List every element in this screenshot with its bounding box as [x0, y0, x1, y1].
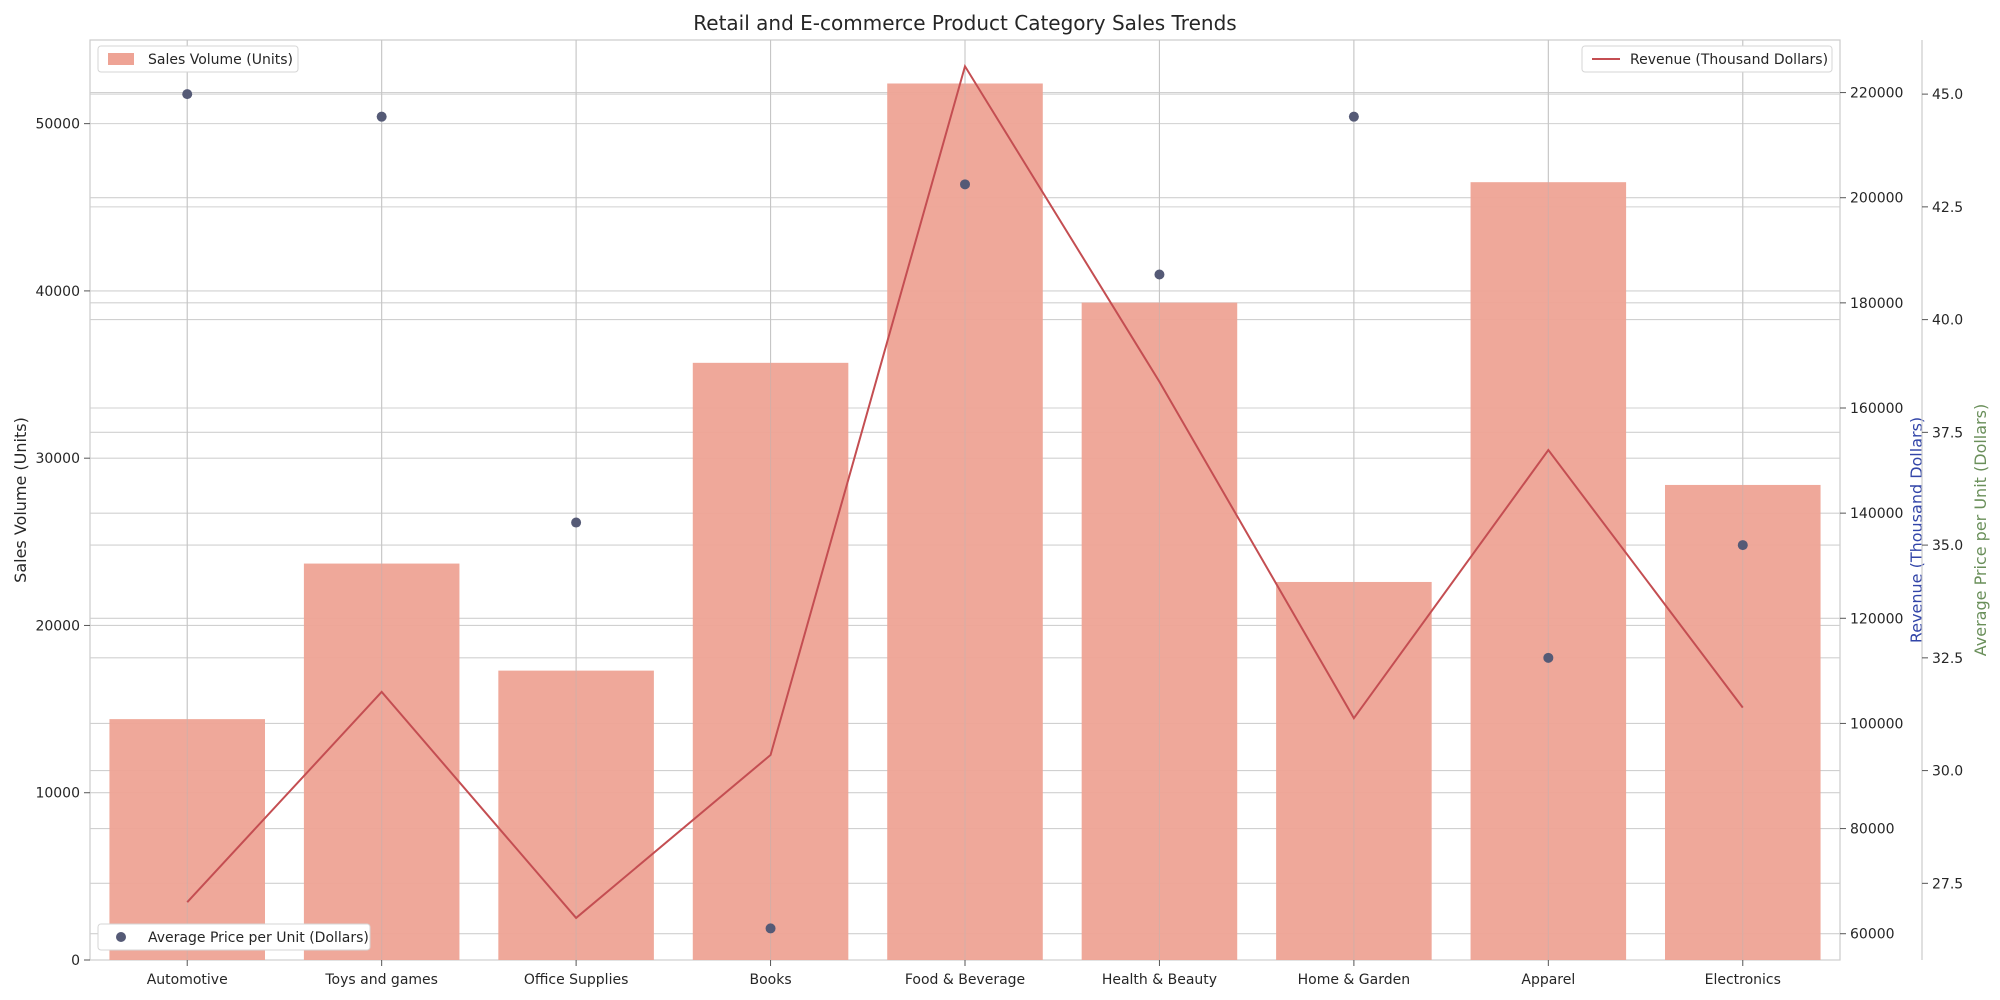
left-axis-tick-label: 10000: [35, 786, 80, 802]
price-axis-tick-label: 42.5: [1932, 200, 1963, 216]
right-axis-tick-label: 200000: [1850, 191, 1903, 207]
left-axis-label: Sales Volume (Units): [11, 417, 30, 583]
x-axis-tick-label: Office Supplies: [524, 972, 629, 988]
x-axis-tick-label: Books: [749, 972, 791, 988]
price-point: [765, 923, 776, 934]
legend-swatch-bars: [108, 53, 134, 65]
price-axis-tick-label: 30.0: [1932, 764, 1963, 780]
right-axis-tick-label: 180000: [1850, 296, 1903, 312]
x-axis-tick-label: Electronics: [1705, 972, 1781, 988]
legend-box-scatter: [97, 923, 371, 951]
legend-label-scatter: Average Price per Unit (Dollars): [148, 930, 369, 946]
price-point: [960, 179, 970, 190]
left-axis-tick-label: 50000: [35, 117, 80, 133]
legend-box-bars: [97, 45, 299, 73]
legend-box-line: [1581, 45, 1833, 73]
bar-layer: [109, 40, 1821, 961]
right-axis-tick-label: 160000: [1850, 401, 1903, 417]
x-axis-tick-label: Apparel: [1521, 972, 1575, 988]
price-point: [1154, 269, 1165, 280]
price-point: [376, 111, 387, 122]
price-axis-tick-label: 35.0: [1932, 538, 1963, 554]
left-axis-tick-label: 30000: [35, 451, 80, 467]
right-axis-tick-label: 220000: [1850, 86, 1903, 102]
left-axis-tick-label: 40000: [35, 284, 80, 300]
bar: [1665, 484, 1821, 960]
right-axis-tick-label: 120000: [1850, 611, 1903, 627]
x-axis-tick-label: Automotive: [147, 972, 228, 988]
price-axis-tick-label: 37.5: [1932, 425, 1963, 441]
price-point: [1737, 540, 1748, 551]
right-axis-tick-label: 100000: [1850, 716, 1903, 732]
bar: [303, 563, 460, 960]
bar: [887, 83, 1043, 960]
bar: [692, 362, 849, 960]
right-axis-tick-label: 140000: [1850, 506, 1903, 522]
axis-layer: 0 10000 20000 30000 40000 50000 Sales Volume (…: [11, 40, 1990, 988]
price-axis-tick-label: 32.5: [1932, 651, 1963, 667]
x-axis-tick-label: Toys and games: [324, 972, 438, 988]
bar: [498, 670, 654, 960]
right-axis-label: Revenue (Thousand Dollars): [1907, 417, 1926, 643]
price-point: [1348, 111, 1359, 122]
price-point: [182, 89, 193, 100]
price-axis-tick-label: 27.5: [1932, 876, 1963, 892]
bar: [109, 719, 265, 960]
right-axis-tick-label: 80000: [1850, 822, 1895, 838]
price-point: [1543, 652, 1554, 663]
bar: [1276, 581, 1432, 960]
revenue-line: [186, 63, 1744, 920]
price-axis-tick-label: 40.0: [1932, 313, 1963, 329]
right-axis-tick-label: 60000: [1850, 927, 1895, 943]
chart-title: Retail and E-commerce Product Category S…: [693, 11, 1236, 35]
price-axis-tick-label: 45.0: [1932, 87, 1963, 103]
legend-label-bars: Sales Volume (Units): [148, 52, 293, 68]
legend-swatch-scatter: [116, 932, 126, 942]
left-axis-tick-label: 0: [71, 953, 80, 969]
bar: [1470, 182, 1627, 960]
x-axis-tick-label: Food & Beverage: [905, 972, 1025, 988]
left-axis-tick-label: 20000: [35, 618, 80, 634]
x-axis-tick-label: Health & Beauty: [1102, 972, 1217, 988]
line-layer: [186, 63, 1744, 920]
x-axis-tick-label: Home & Garden: [1298, 972, 1410, 988]
legend-label-line: Revenue (Thousand Dollars): [1630, 52, 1828, 68]
price-axis-label: Average Price per Unit (Dollars): [1971, 404, 1990, 656]
scatter-layer: [182, 89, 1748, 934]
legend-layer: Sales Volume (Units) Revenue (Thousand Do…: [97, 45, 1833, 951]
bar: [1081, 302, 1238, 961]
price-point: [571, 517, 582, 528]
